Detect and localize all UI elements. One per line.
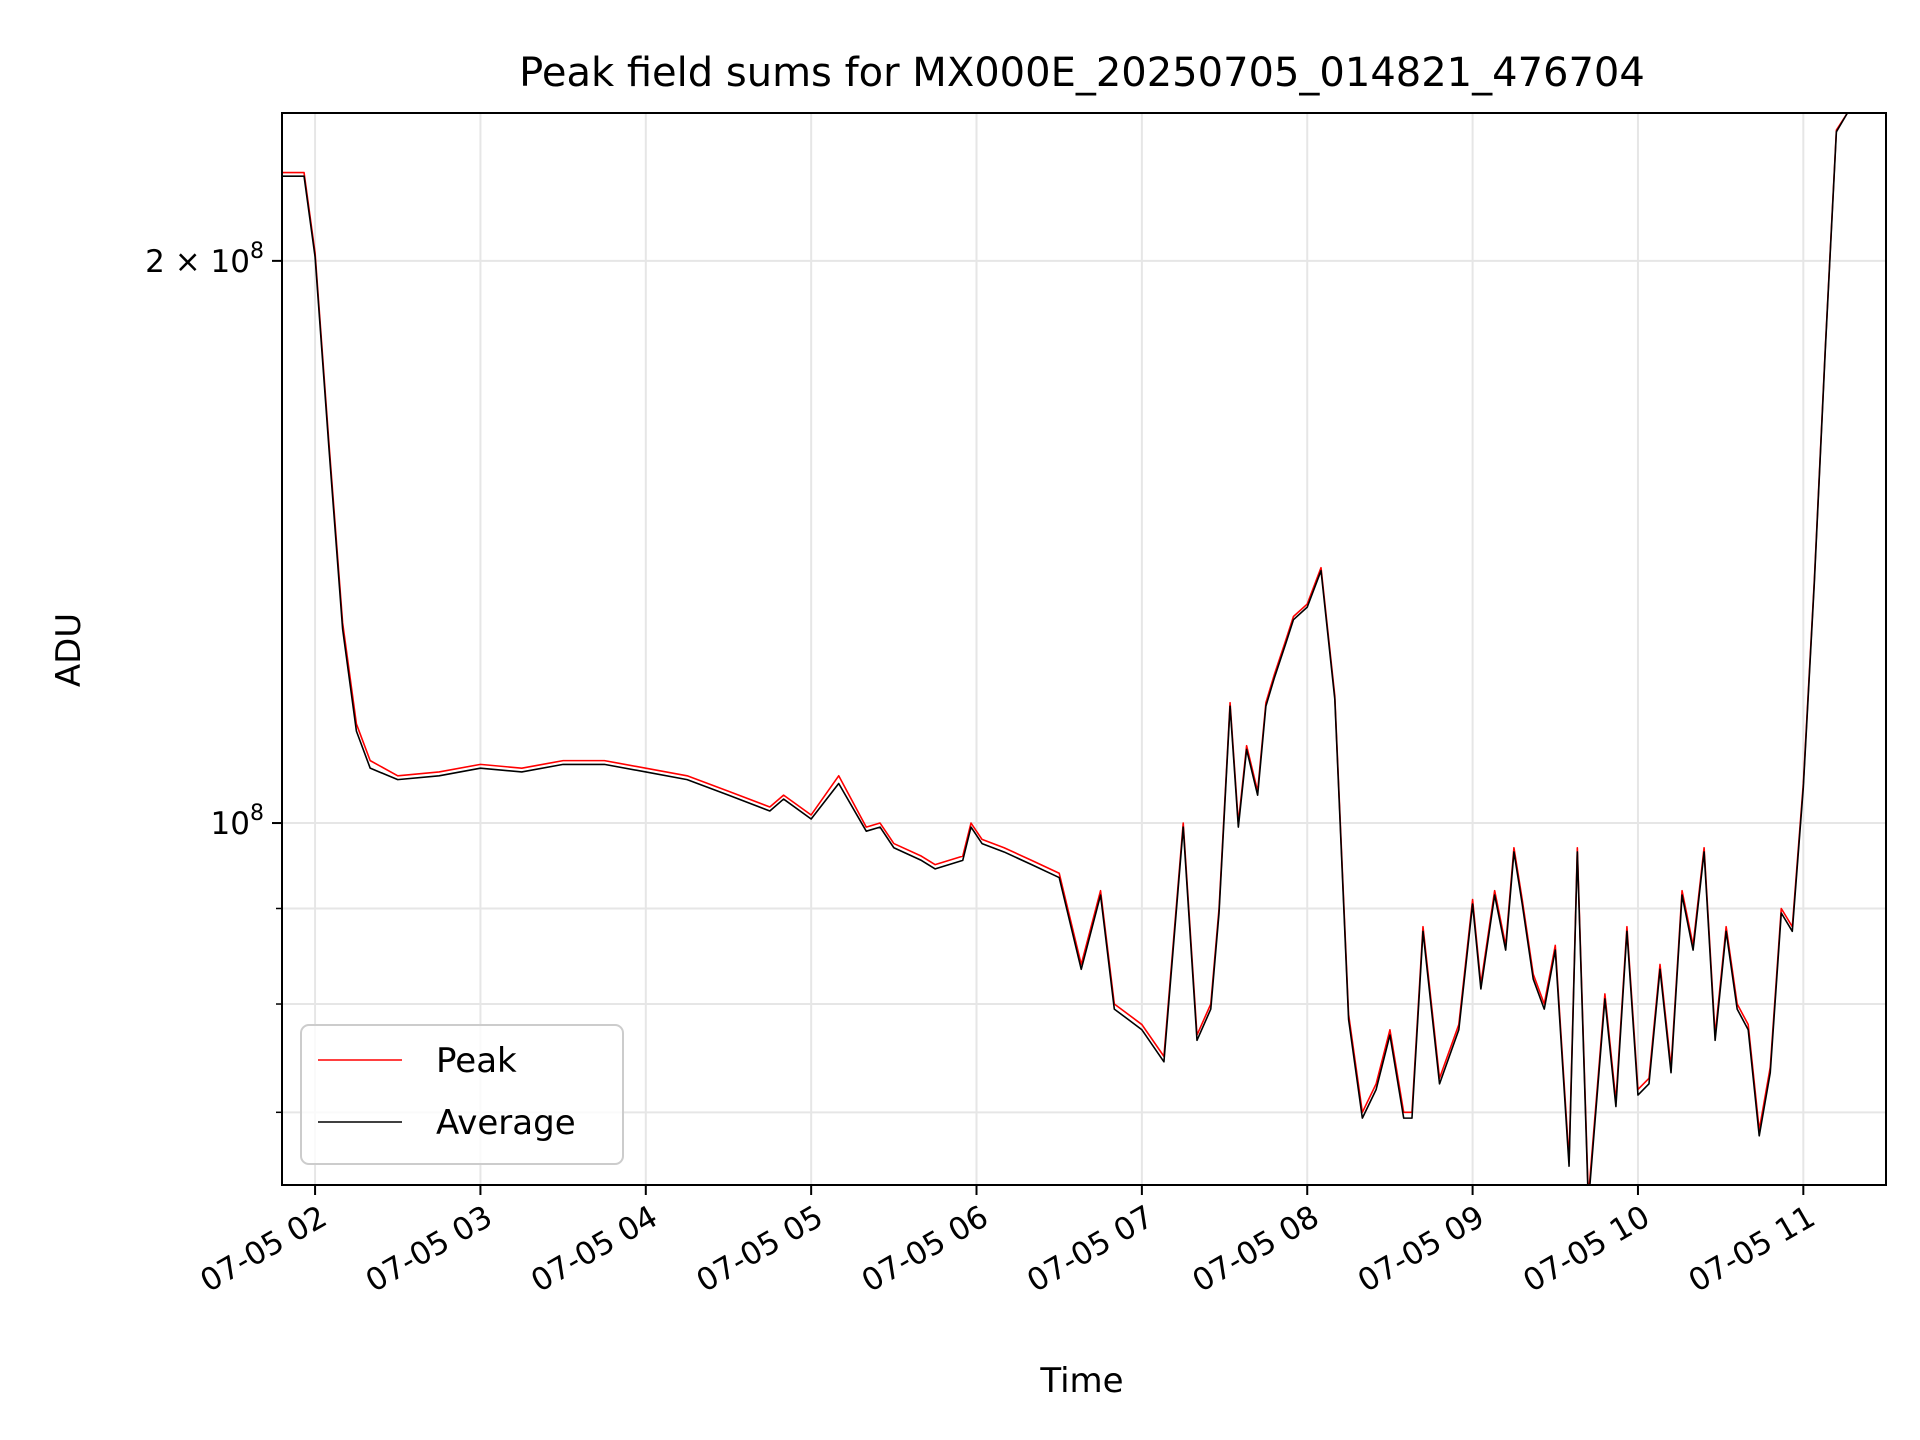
series-layer — [282, 113, 1886, 1185]
y-tick-label-exponent: 8 — [250, 801, 264, 826]
x-axis-label: Time — [1039, 1361, 1123, 1401]
series-line-average — [282, 113, 1886, 1185]
x-tick-label: 07-05 02 — [194, 1199, 333, 1300]
x-tick-label: 07-05 11 — [1683, 1199, 1822, 1300]
x-tick-label: 07-05 07 — [1021, 1199, 1160, 1300]
chart-title: Peak field sums for MX000E_20250705_0148… — [519, 50, 1645, 96]
y-tick-label-base: 2 × 10 — [145, 244, 250, 280]
x-tick-label: 07-05 03 — [360, 1199, 499, 1300]
x-tick-label: 07-05 06 — [856, 1199, 995, 1300]
x-tick-label: 07-05 10 — [1517, 1199, 1656, 1300]
x-tick-label: 07-05 08 — [1187, 1199, 1326, 1300]
x-tick-label: 07-05 04 — [525, 1199, 664, 1300]
legend: Peak Average — [300, 1024, 624, 1165]
x-axis: 07-05 02 07-05 03 07-05 04 07-05 05 07-05 06… — [194, 1185, 1821, 1300]
y-tick-label-base: 10 — [211, 806, 250, 842]
y-tick-label: 108 — [211, 801, 264, 842]
y-tick-label-exponent: 8 — [250, 239, 264, 264]
y-axis-label: ADU — [49, 613, 89, 687]
plot-frame — [281, 112, 1887, 1186]
legend-label-peak: Peak — [436, 1041, 517, 1081]
y-tick-label: 2 × 108 — [145, 239, 264, 280]
x-tick-label: 07-05 09 — [1352, 1199, 1491, 1300]
x-tick-label: 07-05 05 — [690, 1199, 829, 1300]
legend-label-average: Average — [436, 1103, 576, 1143]
